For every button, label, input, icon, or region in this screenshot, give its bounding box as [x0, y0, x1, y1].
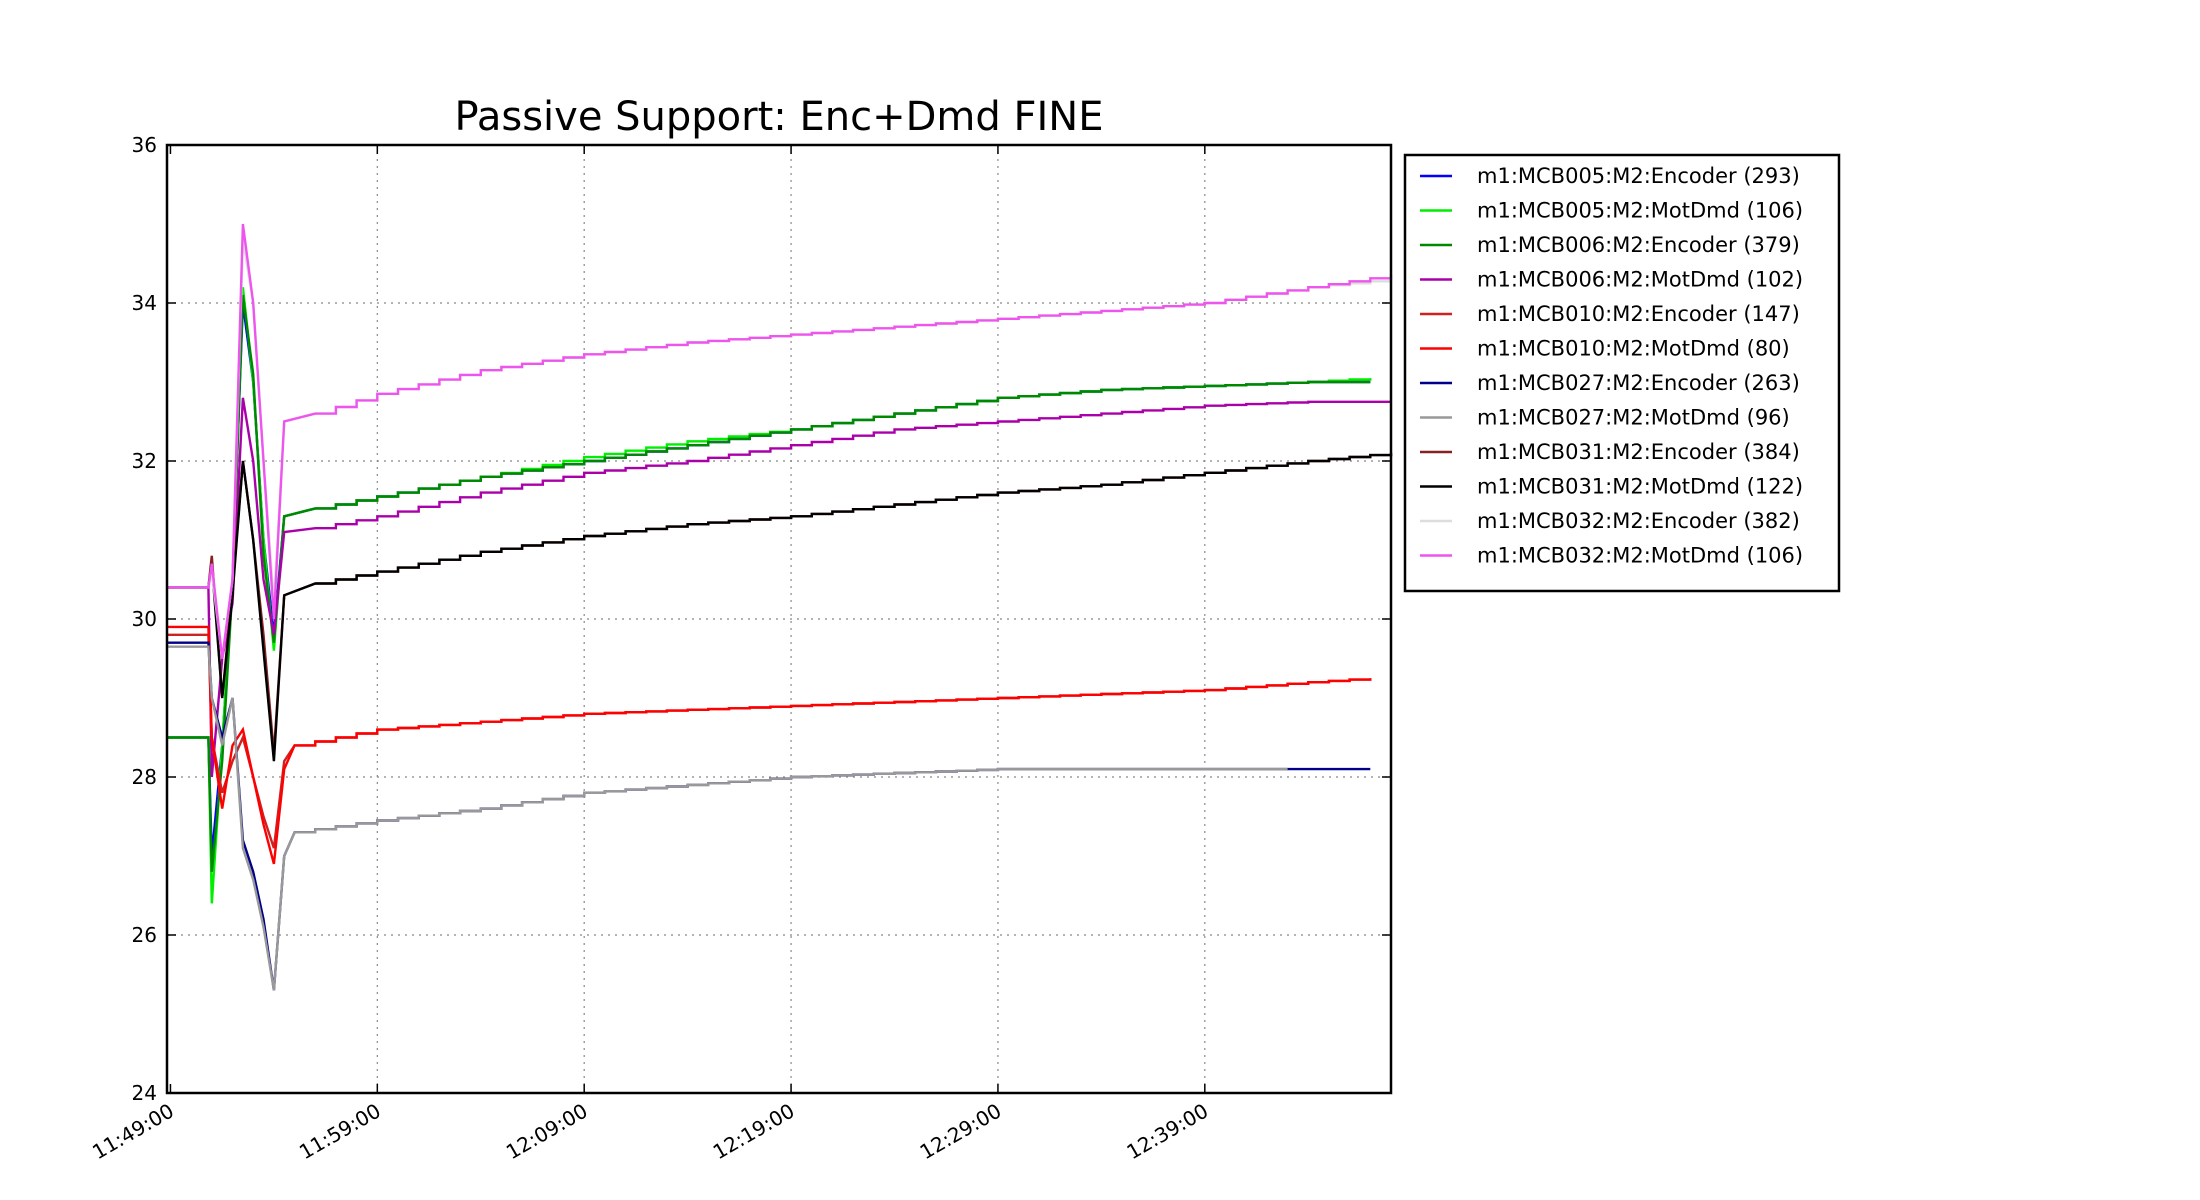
legend-entry: m1:MCB027:M2:Encoder (263)	[1477, 371, 1800, 395]
y-tick-label: 26	[132, 923, 157, 947]
legend-entry: m1:MCB005:M2:Encoder (293)	[1477, 164, 1800, 188]
series-lines	[167, 223, 1393, 991]
legend-entry: m1:MCB031:M2:Encoder (384)	[1477, 440, 1800, 464]
legend-entry: m1:MCB010:M2:MotDmd (80)	[1477, 337, 1790, 361]
legend-entry: m1:MCB006:M2:Encoder (379)	[1477, 233, 1800, 257]
series-line-10	[167, 453, 1393, 762]
y-tick-label: 34	[132, 291, 157, 315]
x-tick-label: 11:59:00	[295, 1099, 385, 1165]
legend-entry: m1:MCB027:M2:MotDmd (96)	[1477, 406, 1790, 430]
x-tick-label: 11:49:00	[88, 1099, 178, 1165]
y-tick-label: 32	[132, 449, 157, 473]
axes: 24 26 28 30 32 34 36 11:49:00 11:59:00 12:09:00 12…	[88, 133, 1391, 1164]
legend: m1:MCB005:M2:Encoder (293) m1:MCB005:M2:M…	[1403, 153, 1841, 593]
legend-entry: m1:MCB006:M2:MotDmd (102)	[1477, 268, 1803, 292]
series-line-9	[167, 453, 1393, 754]
y-tick-label: 24	[132, 1081, 157, 1105]
x-tick-label: 12:29:00	[916, 1099, 1006, 1165]
x-tick-label: 12:09:00	[502, 1099, 592, 1165]
legend-entry: m1:MCB010:M2:Encoder (147)	[1477, 302, 1800, 326]
y-tick-label: 28	[132, 765, 157, 789]
chart-title: Passive Support: Enc+Dmd FINE	[455, 94, 1104, 140]
legend-box	[1403, 153, 1841, 593]
legend-entry: m1:MCB005:M2:MotDmd (106)	[1477, 199, 1803, 223]
legend-entry: m1:MCB031:M2:MotDmd (122)	[1477, 475, 1803, 499]
grid	[167, 145, 1391, 1093]
series-line-7	[167, 641, 1371, 991]
legend-entry: m1:MCB032:M2:MotDmd (106)	[1477, 544, 1803, 568]
series-line-4	[167, 397, 1391, 778]
series-line-2	[167, 287, 1372, 904]
series-line-12	[167, 223, 1393, 659]
x-tick-label: 12:19:00	[709, 1099, 799, 1165]
series-line-3	[167, 294, 1371, 872]
x-tick-label: 12:39:00	[1123, 1099, 1213, 1165]
y-tick-label: 30	[132, 607, 157, 631]
series-line-5	[167, 633, 1372, 849]
series-line-8	[167, 645, 1288, 991]
legend-entry: m1:MCB032:M2:Encoder (382)	[1477, 509, 1800, 533]
series-line-6	[167, 625, 1372, 865]
y-tick-label: 36	[132, 133, 157, 157]
